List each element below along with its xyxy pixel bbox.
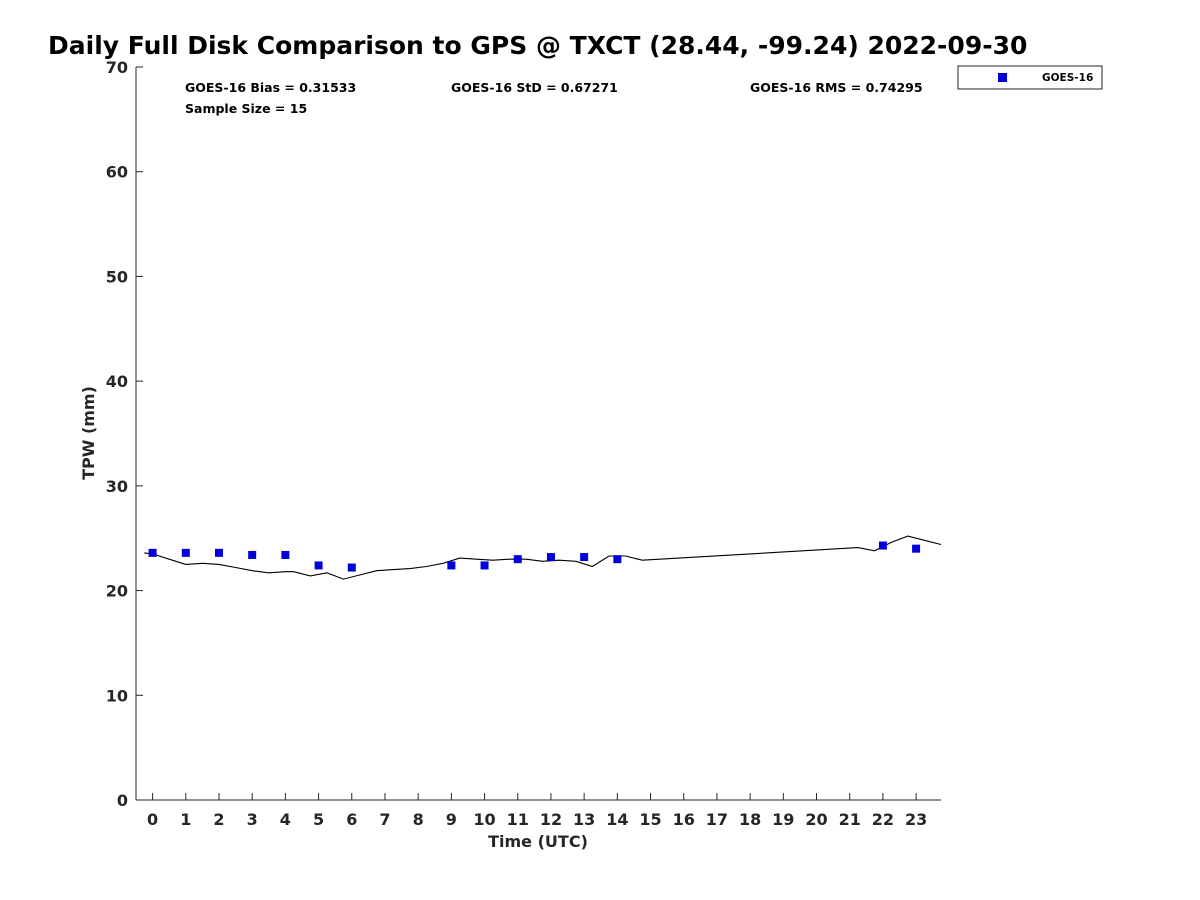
x-tick-label: 19 [772,810,794,829]
legend-label-goes-16: GOES-16 [1042,72,1093,84]
goes-16-point [314,561,323,570]
stat-sample-size: Sample Size = 15 [185,101,307,116]
chart-title: Daily Full Disk Comparison to GPS @ TXCT… [48,31,1027,60]
goes-16-point [347,563,356,572]
stat-bias: GOES-16 Bias = 0.31533 [185,80,356,95]
gps-tpw-line [144,535,942,580]
x-tick-label: 5 [313,810,324,829]
goes-16-point [613,555,622,564]
goes-16-point [447,561,456,570]
y-tick-label: 10 [106,686,128,705]
x-tick-label: 6 [346,810,357,829]
goes-16-point [912,544,921,553]
x-tick-label: 2 [213,810,224,829]
x-tick-label: 16 [673,810,695,829]
y-tick-label: 70 [106,58,128,77]
goes-16-point [148,548,157,557]
goes-16-point [480,561,489,570]
x-tick-label: 14 [606,810,628,829]
x-tick-label: 12 [540,810,562,829]
x-tick-label: 3 [247,810,258,829]
stat-std: GOES-16 StD = 0.67271 [451,80,618,95]
y-tick-label: 20 [106,582,128,601]
x-tick-label: 21 [839,810,861,829]
x-tick-label: 18 [739,810,761,829]
goes-16-point [546,553,555,562]
x-tick-label: 23 [905,810,927,829]
x-tick-label: 22 [872,810,894,829]
x-tick-label: 9 [446,810,457,829]
y-ticks: 0 10 20 30 40 50 60 70 [106,58,143,810]
x-tick-label: 20 [805,810,827,829]
y-axis-label: TPW (mm) [79,386,98,480]
goes-16-point [181,548,190,557]
x-tick-label: 13 [573,810,595,829]
x-tick-label: 4 [280,810,291,829]
x-tick-label: 0 [147,810,158,829]
goes-16-point [580,553,589,562]
y-tick-label: 40 [106,372,128,391]
x-tick-label: 8 [413,810,424,829]
legend-box [957,65,1103,90]
goes-16-point [513,555,522,564]
x-ticks: 0 1 2 3 4 5 6 7 8 9 10 11 12 13 14 15 16 17 18 19 20 21 22 23 [147,793,927,829]
series-line [144,535,942,580]
y-tick-label: 60 [106,163,128,182]
legend: GOES-16 [957,65,1103,90]
legend-marker-goes-16 [998,73,1007,82]
stat-rms: GOES-16 RMS = 0.74295 [750,80,923,95]
x-tick-label: 7 [379,810,390,829]
goes-16-point [878,541,887,550]
x-axis-label: Time (UTC) [488,832,588,851]
goes-16-point [281,550,290,559]
y-tick-label: 50 [106,267,128,286]
y-tick-label: 0 [117,791,128,810]
x-tick-label: 17 [706,810,728,829]
x-tick-label: 11 [507,810,529,829]
goes-16-point [214,548,223,557]
x-tick-label: 10 [473,810,495,829]
x-tick-label: 1 [180,810,191,829]
x-tick-label: 15 [639,810,661,829]
goes-16-point [248,550,257,559]
y-tick-label: 30 [106,477,128,496]
series-markers [148,541,921,572]
